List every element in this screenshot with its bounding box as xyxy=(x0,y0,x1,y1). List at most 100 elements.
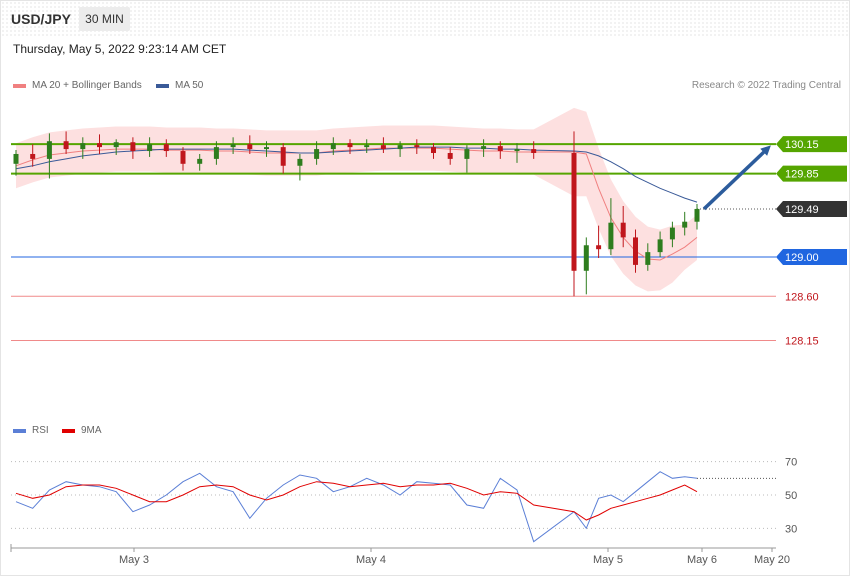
candle xyxy=(608,198,614,256)
level-tag-shape xyxy=(776,136,847,153)
candle xyxy=(330,137,336,155)
chart-header xyxy=(1,1,849,37)
forecast-arrow xyxy=(702,145,771,211)
candle-body xyxy=(330,143,336,150)
candle-body xyxy=(397,145,403,150)
candle xyxy=(197,153,203,171)
candle xyxy=(380,137,386,153)
candle-body xyxy=(682,221,688,228)
candle xyxy=(13,150,19,176)
rsi-ma-line xyxy=(15,481,698,521)
candle-body xyxy=(531,149,537,153)
candle xyxy=(297,153,303,181)
candle-body xyxy=(180,151,186,164)
candle xyxy=(147,137,153,157)
candle-body xyxy=(13,153,19,164)
rsi-tick-70: 70 xyxy=(785,457,797,469)
candle xyxy=(414,139,420,154)
level-tag-shape xyxy=(776,200,847,217)
rsi-ma-legend-label: 9MA xyxy=(81,425,102,436)
candle xyxy=(645,243,651,271)
candle xyxy=(571,131,577,297)
candle-body xyxy=(314,149,320,159)
candle xyxy=(30,144,36,167)
level-tag-128-60: 128.60 xyxy=(785,291,819,303)
rsi-tick-30: 30 xyxy=(785,523,797,535)
timeframe-badge[interactable]: 30 MIN xyxy=(79,7,130,31)
level-lines xyxy=(11,143,776,341)
level-tag-text: 128.60 xyxy=(785,291,819,303)
level-tag-text: 128.15 xyxy=(785,335,819,347)
candle xyxy=(314,141,320,165)
candle xyxy=(163,139,169,157)
rsi-ma-swatch xyxy=(62,428,75,433)
candle xyxy=(464,145,470,173)
candle-body xyxy=(297,158,303,166)
candle xyxy=(280,143,286,174)
ma20-legend-label: MA 20 + Bollinger Bands xyxy=(32,80,142,91)
ma50-swatch xyxy=(156,83,169,88)
candle xyxy=(531,141,537,159)
candle-body xyxy=(113,142,119,148)
level-tag-shape xyxy=(776,249,847,266)
candle-body xyxy=(63,141,69,150)
candle xyxy=(620,206,626,248)
symbol-label[interactable]: USD/JPY xyxy=(11,11,71,27)
level-tag-text: 129.49 xyxy=(785,204,819,216)
candle xyxy=(481,139,487,157)
candle-body xyxy=(230,144,236,148)
bollinger-bands xyxy=(16,107,697,292)
candle xyxy=(397,141,403,157)
candle-body xyxy=(130,142,136,152)
candle-body xyxy=(608,222,614,250)
candle-body xyxy=(414,145,420,148)
candle-body xyxy=(481,146,487,150)
rsi-legend-label: RSI xyxy=(32,425,49,436)
candle xyxy=(694,204,700,230)
x-tick-label: May 4 xyxy=(356,554,386,566)
rsi-swatch xyxy=(13,428,26,433)
ma20-swatch xyxy=(13,83,26,88)
candle-body xyxy=(97,143,102,148)
x-tick-label: May 20 xyxy=(754,554,790,566)
candle xyxy=(657,231,663,258)
legend-rsi-ma: 9MA xyxy=(62,425,102,436)
candle-body xyxy=(431,147,436,153)
legend-rsi: RSI xyxy=(13,425,49,436)
candle xyxy=(80,137,86,159)
level-tag-129-00: 129.00 xyxy=(776,249,847,266)
candle xyxy=(633,229,638,273)
candle-body xyxy=(364,145,370,148)
forecast-arrow-line xyxy=(702,145,771,211)
candle xyxy=(213,141,219,165)
candle-body xyxy=(380,145,386,150)
copyright-label: Research © 2022 Trading Central xyxy=(691,80,841,91)
level-tag-shape xyxy=(776,165,847,182)
candle xyxy=(347,139,353,154)
candles xyxy=(13,131,700,297)
candle-body xyxy=(514,149,520,152)
candle xyxy=(46,133,52,179)
legend-ma50: MA 50 xyxy=(156,80,203,91)
candle-body xyxy=(46,141,52,159)
candle-body xyxy=(669,227,675,240)
candle xyxy=(247,135,253,154)
level-tag-text: 130.15 xyxy=(785,139,819,151)
legend-ma20: MA 20 + Bollinger Bands xyxy=(13,80,142,91)
candle-body xyxy=(447,153,453,159)
ma50-legend-label: MA 50 xyxy=(175,80,204,91)
level-tag-129-85: 129.85 xyxy=(776,165,847,182)
candle xyxy=(230,137,236,154)
candle xyxy=(669,221,675,248)
candle xyxy=(514,143,520,163)
level-tags: 130.15 129.85 129.49 129.00 128.60 128.15 xyxy=(776,136,847,347)
x-tick-label: May 6 xyxy=(687,554,717,566)
candle-body xyxy=(694,208,700,222)
candle xyxy=(130,137,136,159)
candle-body xyxy=(657,239,663,253)
rsi-line xyxy=(15,471,698,543)
level-tag-129-49: 129.49 xyxy=(776,200,847,217)
candle xyxy=(583,237,589,295)
x-tick-label: May 5 xyxy=(593,554,623,566)
